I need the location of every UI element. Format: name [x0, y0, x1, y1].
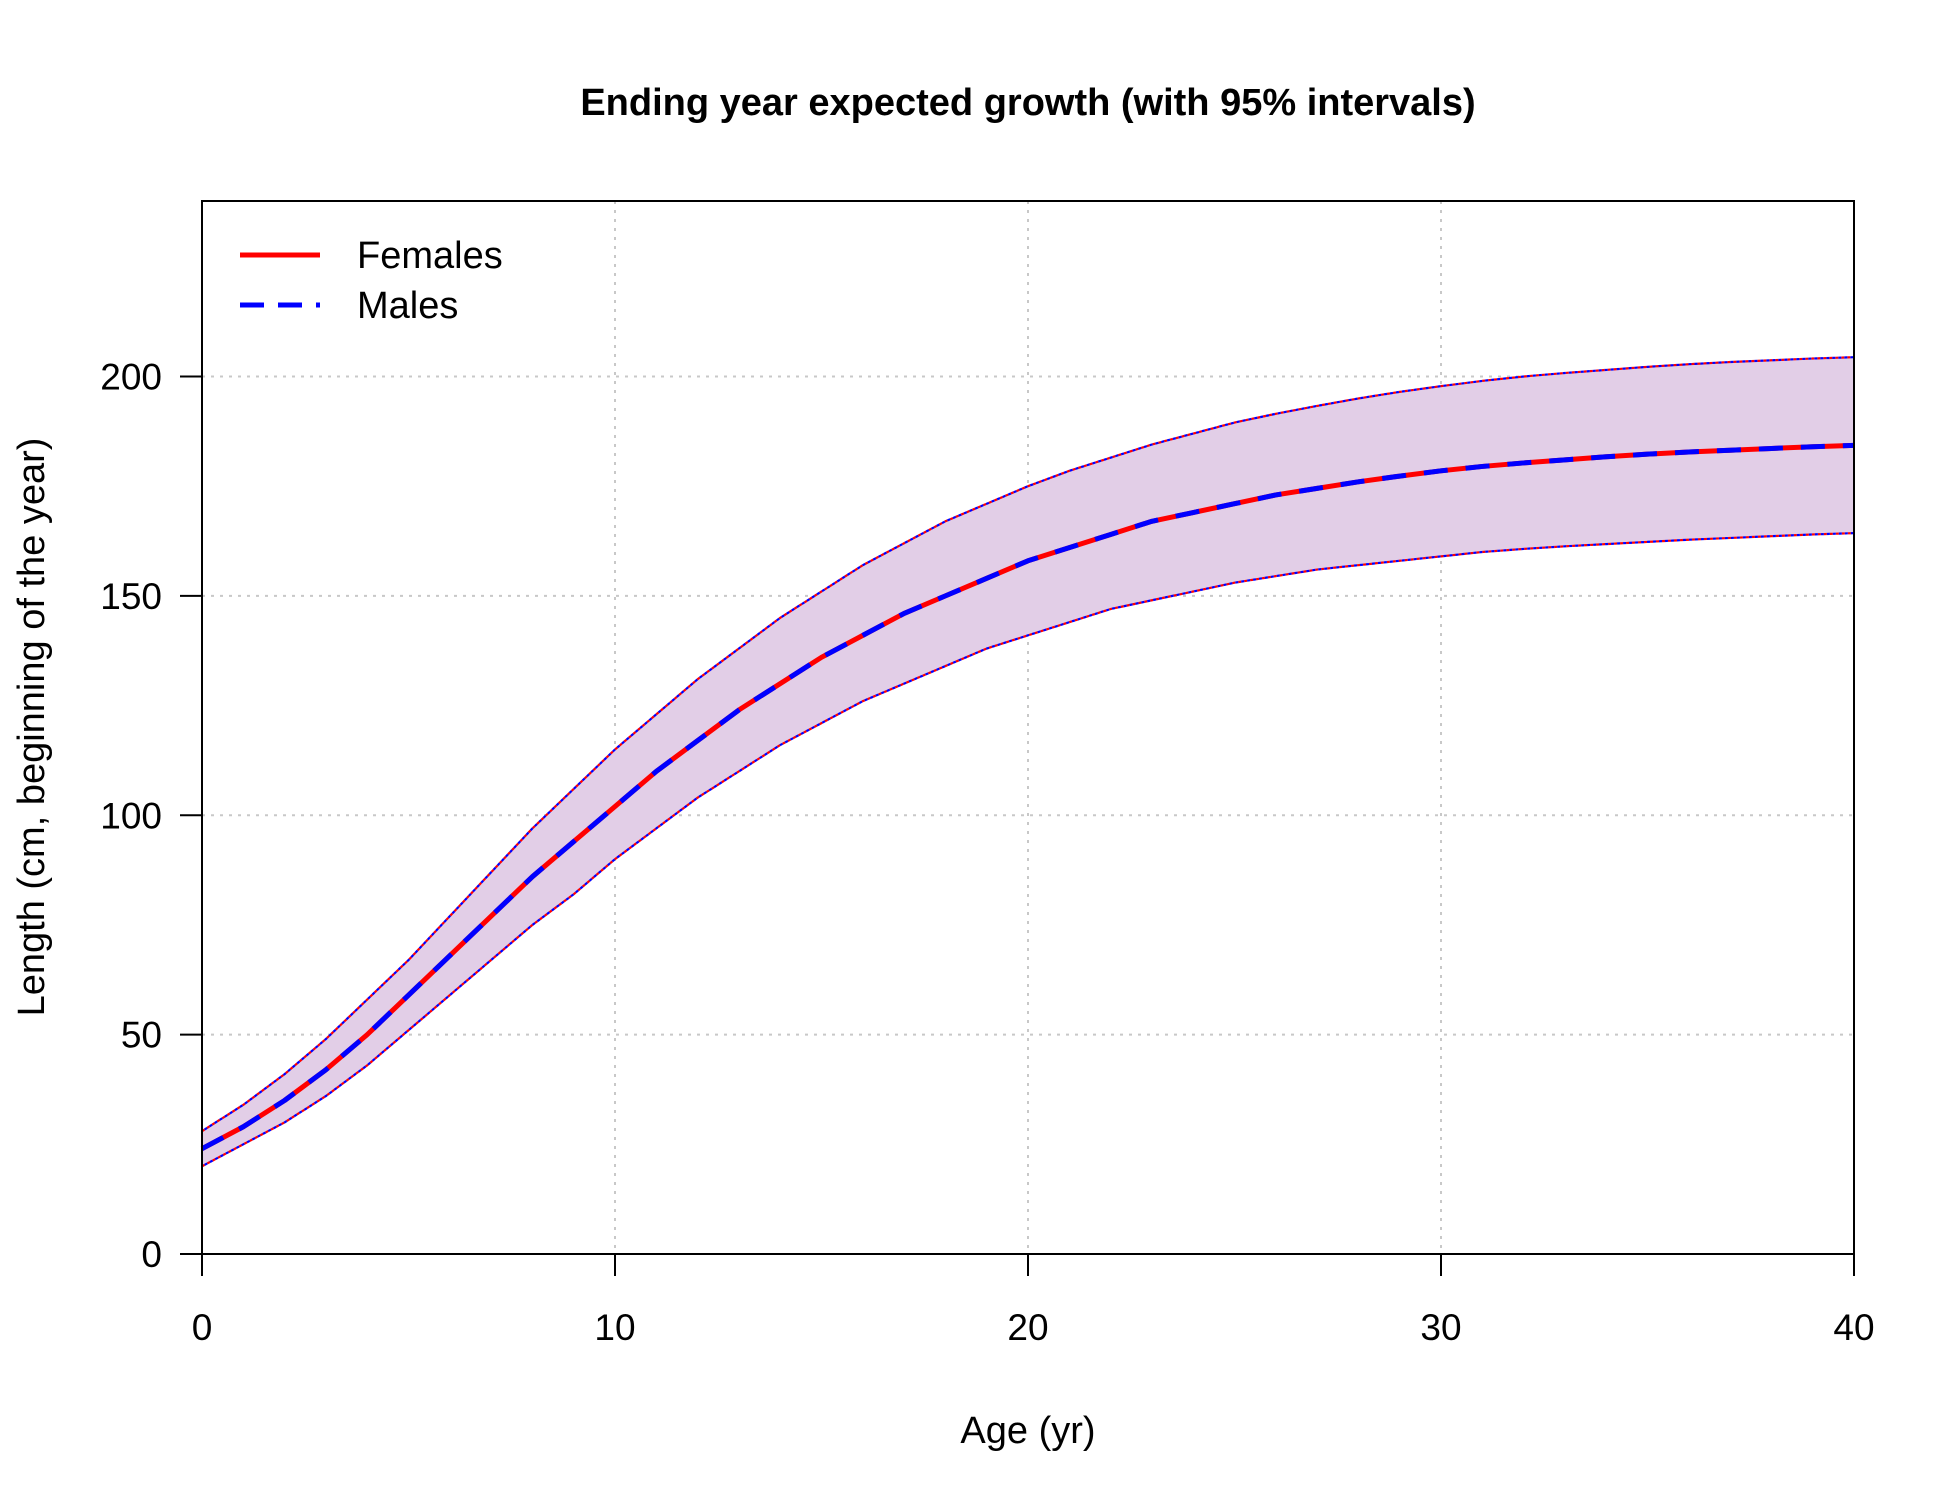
x-tick-label: 40 [1833, 1307, 1874, 1348]
interval-lower-line-females [201, 532, 1855, 1168]
y-tick-label: 150 [100, 576, 162, 617]
x-tick-label: 20 [1007, 1307, 1048, 1348]
y-tick-label: 200 [100, 357, 162, 398]
interval-bound-lines [201, 356, 1855, 1168]
x-axis: 0 10 20 30 40 [192, 1253, 1875, 1348]
series-lines [200, 442, 1855, 1151]
y-tick-label: 50 [121, 1015, 162, 1056]
chart-title: Ending year expected growth (with 95% in… [580, 82, 1475, 124]
series-line-males [200, 442, 1855, 1151]
interval-upper-line-males [201, 356, 1855, 1133]
interval-lower-line-males [201, 532, 1855, 1168]
y-axis: 0 50 100 150 200 [100, 357, 203, 1275]
y-axis-label: Length (cm, beginning of the year) [11, 438, 53, 1017]
y-tick-label: 0 [141, 1234, 162, 1275]
interval-bands [202, 357, 1854, 1167]
x-axis-label: Age (yr) [960, 1410, 1095, 1452]
legend-label-females: Females [357, 235, 503, 277]
x-tick-label: 10 [594, 1307, 635, 1348]
y-tick-label: 100 [100, 795, 162, 836]
interval-upper-line-females [201, 356, 1855, 1133]
legend: Females Males [240, 235, 503, 327]
legend-label-males: Males [357, 285, 458, 327]
x-tick-label: 30 [1420, 1307, 1461, 1348]
x-tick-label: 0 [192, 1307, 213, 1348]
interval-band [202, 357, 1854, 1167]
